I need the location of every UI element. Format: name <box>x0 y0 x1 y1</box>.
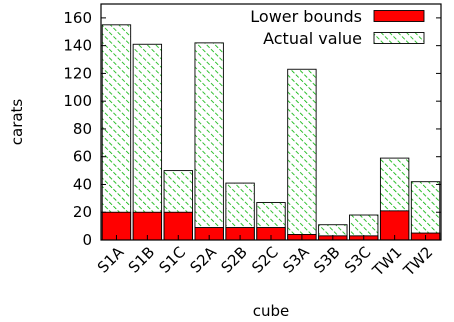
legend: Lower bounds Actual value <box>250 7 425 48</box>
bar-actual-s1b <box>132 43 163 241</box>
x-tick-label: S3A <box>279 243 313 277</box>
x-tick-label: TW1 <box>368 243 405 280</box>
legend-label-lower-bounds: Lower bounds <box>250 7 362 26</box>
bars-layer <box>101 24 441 241</box>
x-tick-label: S3B <box>310 243 343 276</box>
legend-label-actual-value: Actual value <box>263 29 362 48</box>
bar-actual-s1a <box>101 24 132 241</box>
legend-swatch-lower-bounds <box>373 10 425 22</box>
legend-swatch-actual-value <box>373 32 425 44</box>
y-tick-label: 100 <box>63 92 92 110</box>
x-tick-label: S1A <box>94 243 128 277</box>
y-tick-label: 20 <box>73 203 92 221</box>
x-tick-label: TW2 <box>399 243 436 280</box>
bar-actual-tw2 <box>410 181 441 241</box>
y-tick-label: 80 <box>73 120 92 138</box>
y-tick-label: 60 <box>73 148 92 166</box>
x-tick-label: S1B <box>125 243 158 276</box>
y-tick-label: 160 <box>63 9 92 27</box>
x-tick-label: S1C <box>155 243 189 277</box>
bar-actual-s2a <box>194 42 224 241</box>
y-tick-label: 140 <box>63 37 92 55</box>
y-tick-label: 120 <box>63 64 92 82</box>
x-axis-label: cube <box>253 302 290 320</box>
x-tick-label: S3C <box>341 243 375 277</box>
y-tick-label: 0 <box>82 231 92 249</box>
x-tick-label: S2B <box>217 243 250 276</box>
y-axis-label: carats <box>8 99 26 146</box>
x-tick-label: S2A <box>187 243 221 277</box>
y-tick-label: 40 <box>73 175 92 193</box>
bar-actual-s3a <box>287 68 317 241</box>
x-tick-label: S2C <box>248 243 282 277</box>
